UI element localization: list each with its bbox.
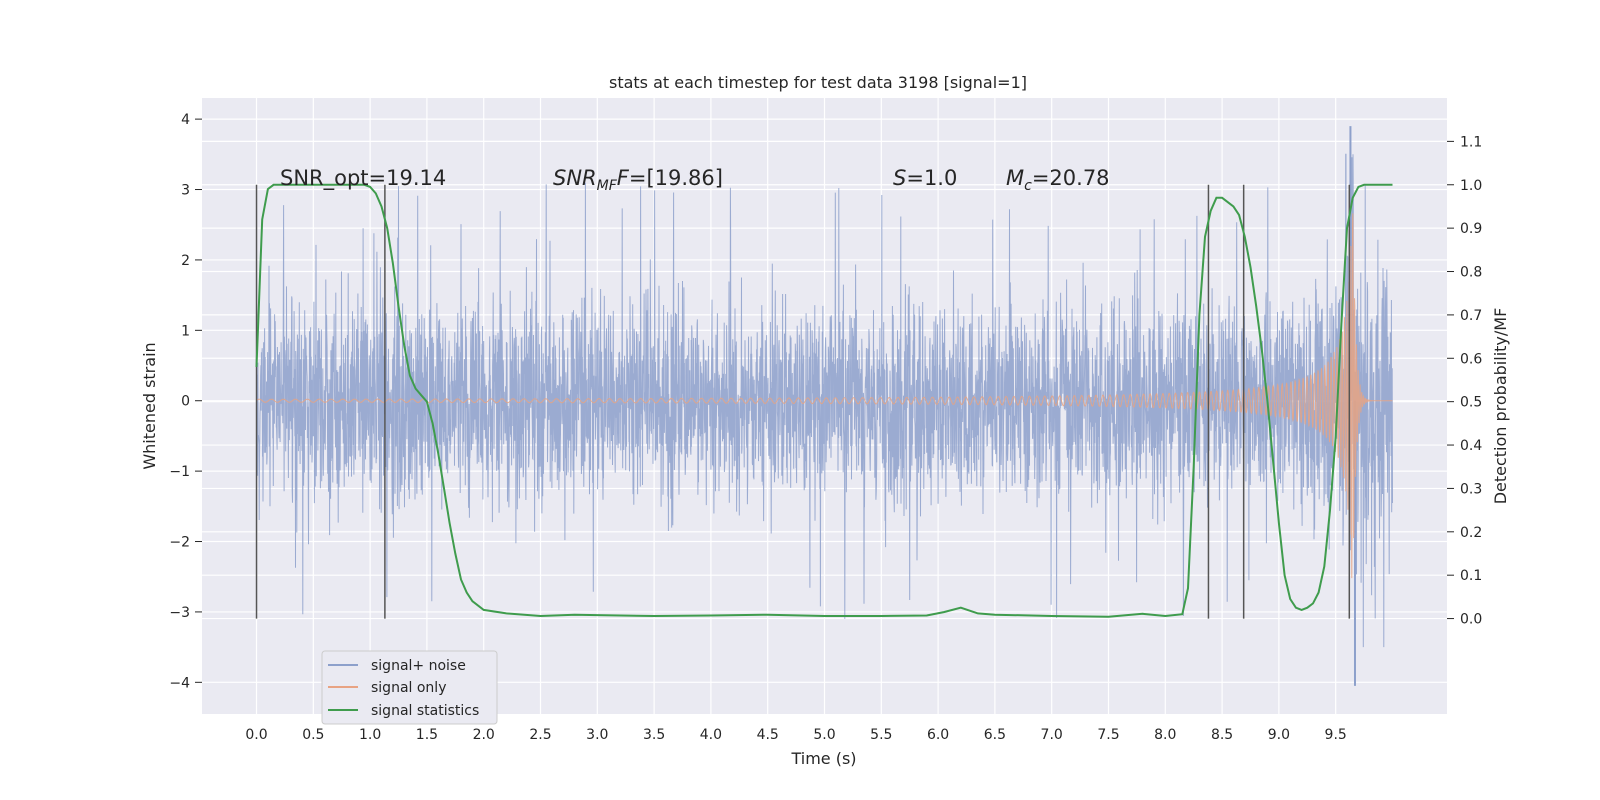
snr-mf-symbol: SNR — [553, 166, 597, 190]
y2-tick-label: 0.2 — [1460, 525, 1482, 541]
series-line-signal-statistics — [255, 183, 1393, 618]
signal-only-series — [256, 213, 1393, 579]
signal-statistics-series — [255, 183, 1393, 618]
x-tick-label: 6.0 — [927, 727, 949, 743]
y2-tick-label: 0.9 — [1460, 221, 1482, 237]
s-annotation: S=1.0 — [893, 166, 957, 190]
y2-axis-ticks: 1.1 1.0 0.9 0.8 0.7 0.6 0.5 0.4 0.3 0.2 0.1 0.0 — [1447, 134, 1482, 628]
y2-tick-label: 0.4 — [1460, 438, 1482, 454]
series-line-signal-only — [256, 213, 1393, 579]
series-line-signal-noise — [256, 153, 1393, 648]
y-tick-label: −3 — [169, 605, 190, 621]
x-tick-label: 4.5 — [757, 727, 779, 743]
snr-mf-annotation: SNRMFF=[19.86] — [553, 166, 723, 194]
y2-tick-label: 1.1 — [1460, 134, 1482, 150]
y-tick-label: 0 — [181, 394, 190, 410]
y-tick-label: 2 — [181, 253, 190, 269]
legend-label-signal: signal only — [371, 680, 446, 696]
x-tick-label: 9.5 — [1325, 727, 1347, 743]
snr-opt-annotation: SNR_opt=19.14 — [280, 166, 446, 191]
y2-tick-label: 0.8 — [1460, 265, 1482, 281]
x-tick-label: 5.0 — [813, 727, 835, 743]
mc-symbol: M — [1006, 166, 1024, 190]
y2-tick-label: 0.1 — [1460, 568, 1482, 584]
x-tick-label: 1.5 — [416, 727, 438, 743]
x-tick-label: 0.5 — [302, 727, 324, 743]
x-tick-label: 5.5 — [870, 727, 892, 743]
x-tick-label: 3.0 — [586, 727, 608, 743]
x-tick-label: 6.5 — [984, 727, 1006, 743]
vertical-markers — [255, 184, 1351, 619]
y-tick-label: −2 — [169, 535, 190, 551]
snr-mf-value: =[19.86] — [629, 166, 723, 190]
x-tick-label: 9.0 — [1268, 727, 1290, 743]
x-tick-label: 2.0 — [473, 727, 495, 743]
y2-tick-label: 0.5 — [1460, 395, 1482, 411]
x-tick-label: 1.0 — [359, 727, 381, 743]
x-tick-label: 4.0 — [700, 727, 722, 743]
s-symbol: S — [893, 166, 906, 190]
x-tick-label: 8.0 — [1154, 727, 1176, 743]
legend: signal+ noise signal only signal statist… — [321, 650, 498, 725]
y-tick-label: −1 — [169, 464, 190, 480]
x-tick-label: 7.5 — [1097, 727, 1119, 743]
x-tick-label: 3.5 — [643, 727, 665, 743]
legend-box — [321, 650, 498, 725]
y-tick-label: −4 — [169, 675, 190, 691]
mc-annotation: Mc=20.78 — [1006, 166, 1110, 194]
x-axis-label: Time (s) — [790, 749, 856, 768]
snr-mf-subscript: MF — [597, 178, 618, 194]
y2-axis-label: Detection probability/MF — [1491, 308, 1510, 505]
y2-tick-label: 0.0 — [1460, 612, 1482, 628]
legend-label-noise: signal+ noise — [371, 658, 466, 674]
mc-subscript: c — [1024, 178, 1032, 194]
y2-tick-label: 0.6 — [1460, 351, 1482, 367]
y-axis-label: Whitened strain — [140, 342, 159, 469]
legend-label-statistics: signal statistics — [371, 703, 479, 719]
y2-tick-label: 0.7 — [1460, 308, 1482, 324]
y-axis-ticks: 4 3 2 1 0 −1 −2 −3 −4 — [169, 112, 202, 691]
y2-tick-label: 0.3 — [1460, 481, 1482, 497]
x-tick-label: 2.5 — [529, 727, 551, 743]
y2-tick-label: 1.0 — [1460, 178, 1482, 194]
mc-value: =20.78 — [1032, 166, 1110, 190]
y-tick-label: 3 — [181, 183, 190, 199]
y-tick-label: 4 — [181, 112, 190, 128]
chart-title: stats at each timestep for test data 319… — [609, 73, 1027, 92]
s-value: =1.0 — [906, 166, 957, 190]
x-tick-label: 7.0 — [1041, 727, 1063, 743]
y-tick-label: 1 — [181, 323, 190, 339]
x-tick-label: 0.0 — [245, 727, 267, 743]
x-axis-ticks: 0.0 0.5 1.0 1.5 2.0 2.5 3.0 3.5 4.0 4.5 5.0 5.5 6.0 6… — [245, 727, 1346, 743]
x-tick-label: 8.5 — [1211, 727, 1233, 743]
